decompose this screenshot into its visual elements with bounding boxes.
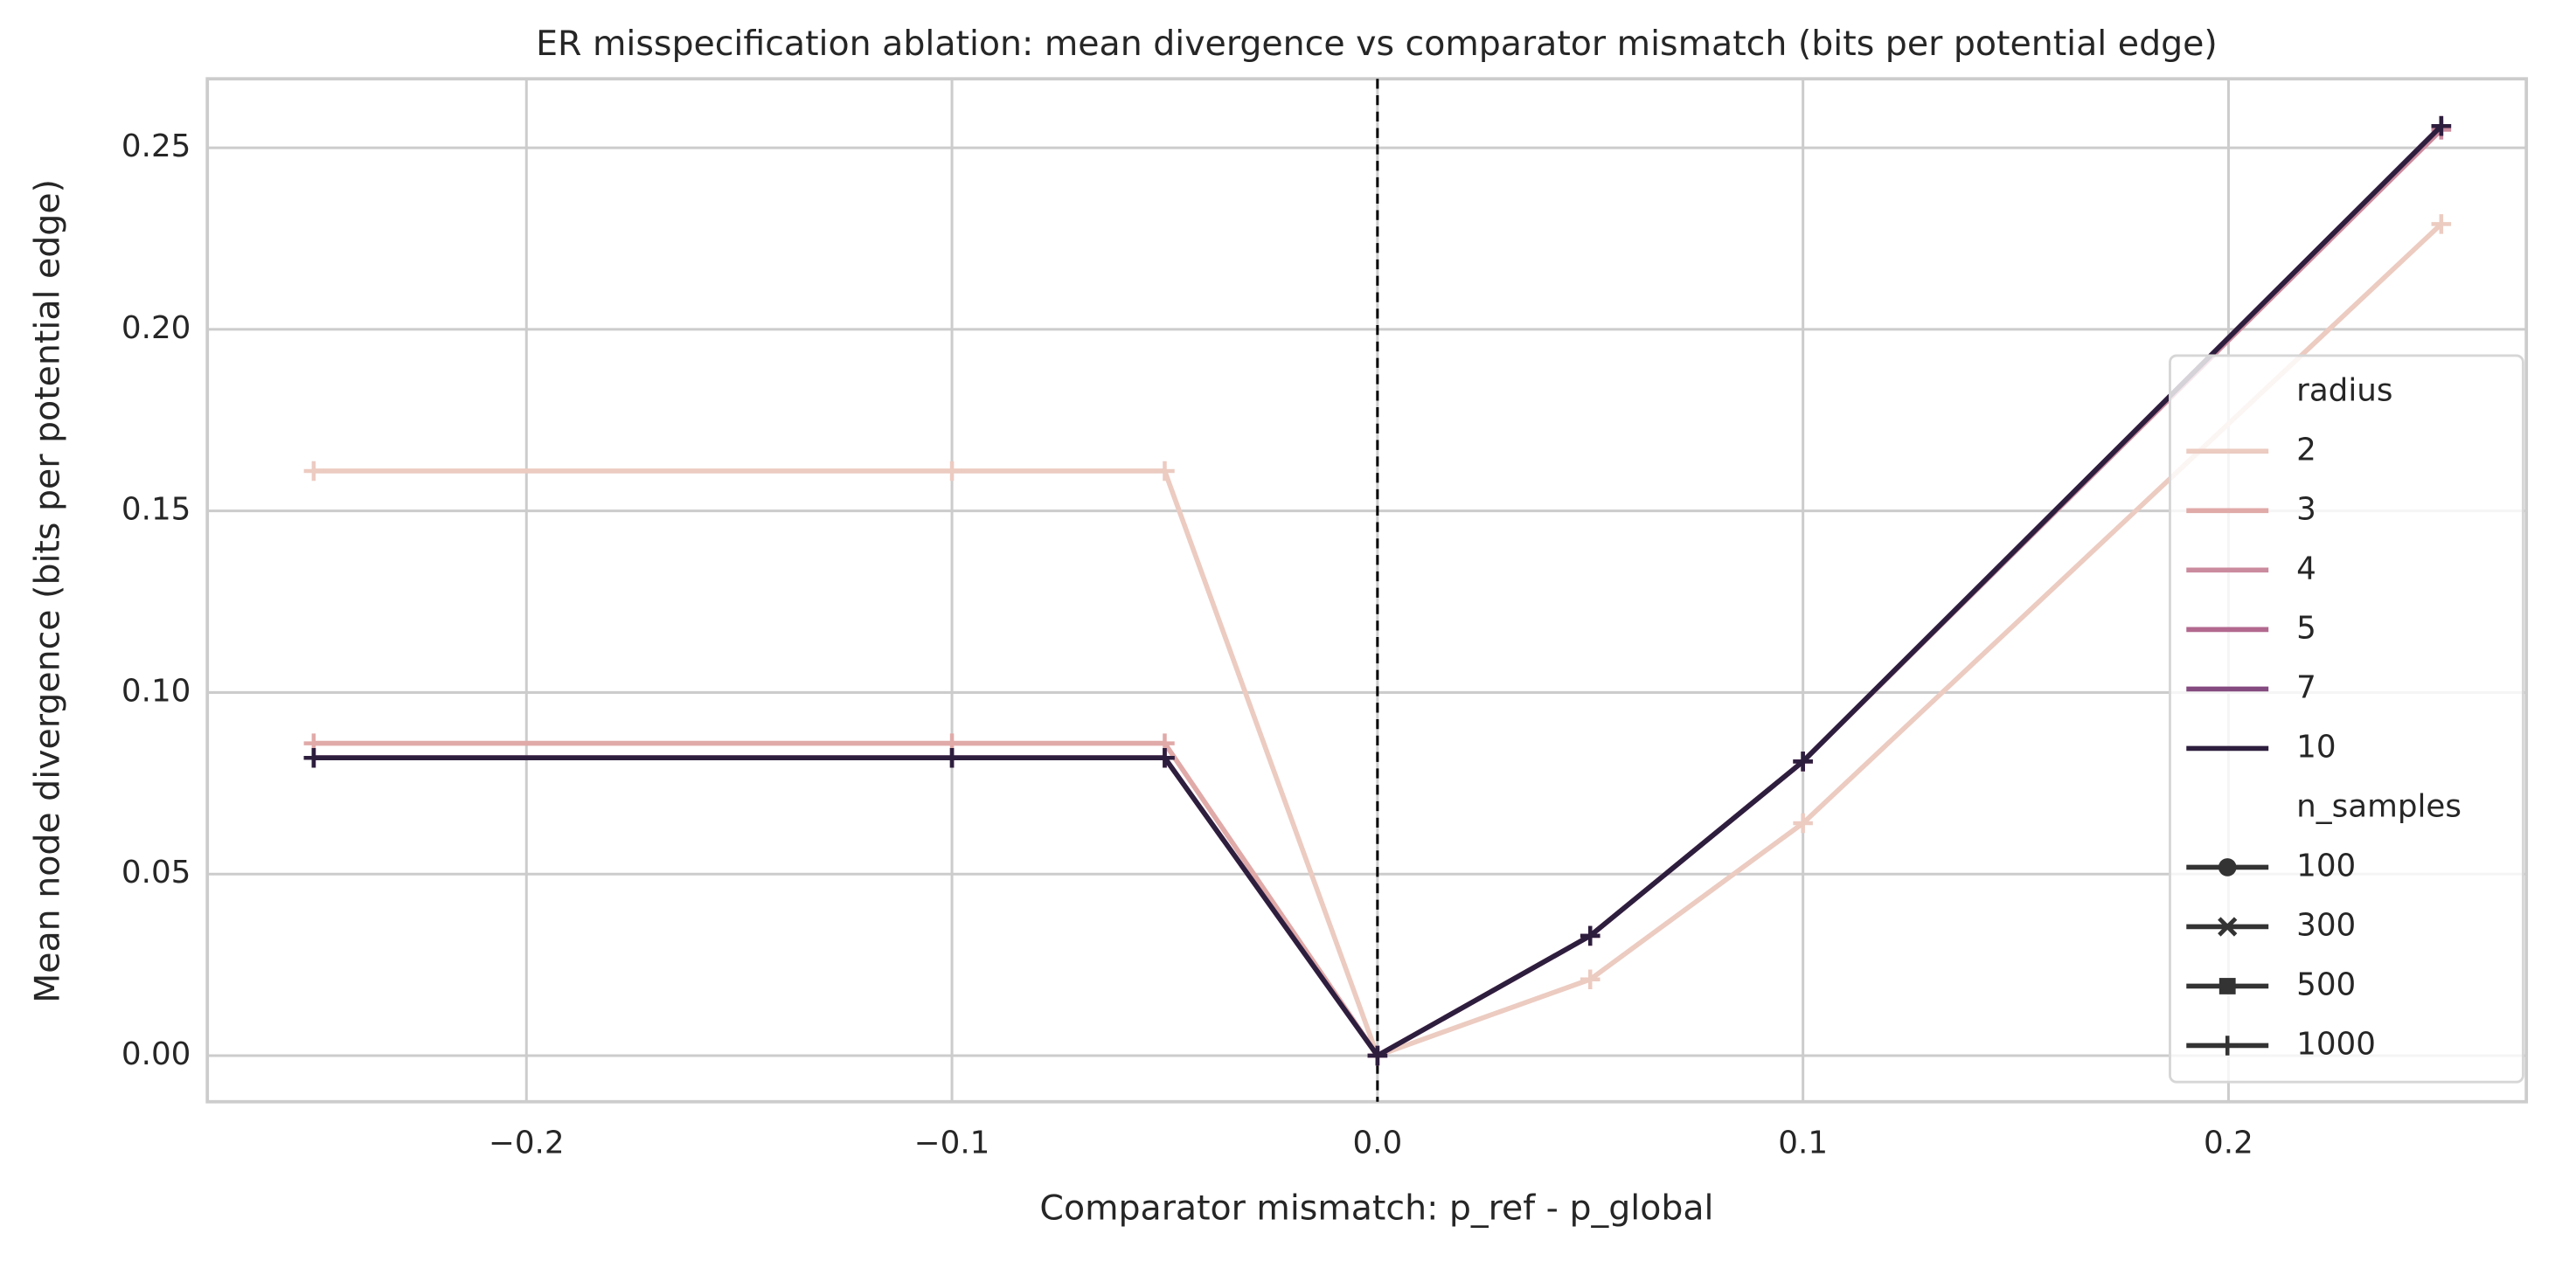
legend-marker xyxy=(2218,917,2238,937)
chart-title: ER misspecification ablation: mean diver… xyxy=(536,24,2218,64)
y-tick-label: 0.05 xyxy=(122,855,191,890)
marker xyxy=(1793,752,1813,772)
marker xyxy=(1155,461,1175,482)
legend: radius 2 3 4 5 7 10 n_samples 100 300 500 1000 xyxy=(2169,354,2524,1084)
x-axis-label: Comparator mismatch: p_ref - p_global xyxy=(1039,1188,1713,1228)
y-tick-label: 0.15 xyxy=(122,492,191,528)
marker xyxy=(1155,747,1175,768)
legend-label: 300 xyxy=(2296,907,2356,943)
marker xyxy=(2217,1036,2238,1056)
plot-frame xyxy=(205,77,2529,1104)
y-tick-label: 0.20 xyxy=(122,310,191,346)
marker xyxy=(2431,214,2452,234)
marker xyxy=(1580,969,1600,989)
legend-marker xyxy=(2218,858,2237,876)
y-axis-label: Mean node divergence (bits per potential… xyxy=(27,179,67,1003)
legend-marker xyxy=(2218,978,2236,994)
legend-label: 3 xyxy=(2296,491,2316,527)
legend-label: 100 xyxy=(2296,848,2356,883)
y-tick-label: 0.10 xyxy=(122,673,191,709)
y-tick-label: 0.00 xyxy=(122,1036,191,1072)
marker xyxy=(2431,115,2452,136)
x-tick-label: −0.2 xyxy=(489,1126,565,1161)
legend-label: 7 xyxy=(2296,669,2316,705)
x-tick-label: 0.2 xyxy=(2204,1126,2253,1161)
legend-label: 500 xyxy=(2296,967,2356,1002)
marker xyxy=(1580,925,1600,946)
x-tick-label: 0.1 xyxy=(1778,1126,1828,1161)
legend-box xyxy=(2169,354,2524,1084)
marker xyxy=(303,747,324,768)
marker xyxy=(1793,813,1813,834)
y-tick-label: 0.25 xyxy=(122,128,191,164)
legend-title: radius xyxy=(2296,372,2392,408)
x-tick-label: 0.0 xyxy=(1352,1126,1402,1161)
legend-label: 5 xyxy=(2296,610,2316,646)
marker xyxy=(303,461,324,482)
legend-label: 4 xyxy=(2296,551,2316,586)
legend-label: 10 xyxy=(2296,729,2336,765)
marker xyxy=(941,747,962,768)
x-tick-label: −0.1 xyxy=(914,1126,990,1161)
legend-label: 2 xyxy=(2296,432,2316,468)
marker xyxy=(941,461,962,482)
legend-label: 1000 xyxy=(2296,1026,2376,1062)
legend-title: n_samples xyxy=(2296,788,2461,824)
marker xyxy=(1367,1045,1388,1066)
